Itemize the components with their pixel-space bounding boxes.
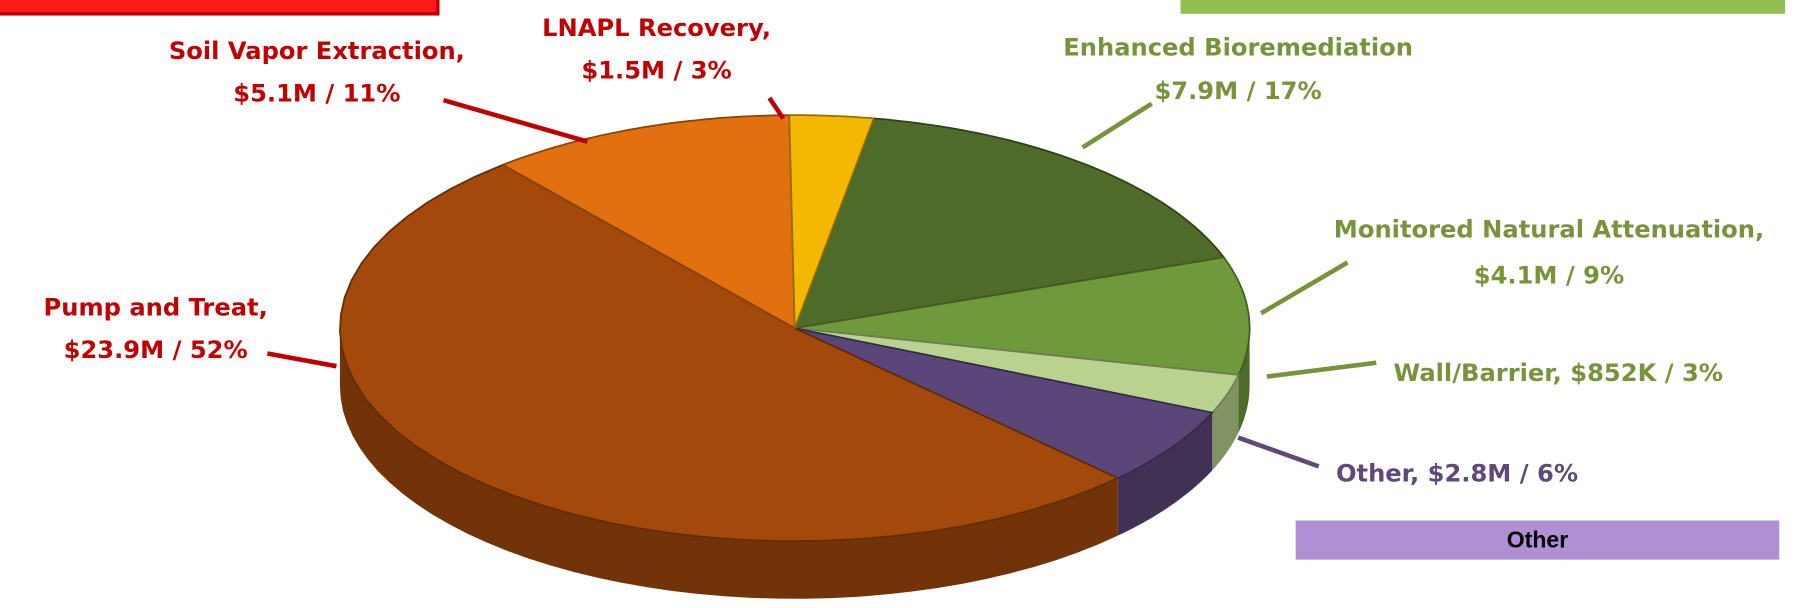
- leader-line: [1081, 101, 1153, 150]
- slice-name: Pump and Treat,: [44, 294, 268, 322]
- slice-label: Wall/Barrier, $852K / 3%: [1394, 359, 1723, 387]
- leader-line: [266, 351, 337, 369]
- slice: [794, 256, 1251, 376]
- slice: [788, 114, 875, 329]
- slice-label: Other, $2.8M / 6%: [1336, 459, 1578, 487]
- slice-value-label: $7.9M / 17%: [1154, 77, 1321, 105]
- slice-side: [1117, 412, 1213, 536]
- slice: [794, 327, 1240, 414]
- slice-name: Wall/Barrier,: [1394, 359, 1562, 387]
- leader-line: [1266, 360, 1377, 379]
- slice-name: Monitored Natural Attenuation,: [1334, 215, 1764, 243]
- slice-value-label: $1.5M / 3%: [581, 56, 731, 84]
- slice: [339, 163, 1120, 543]
- slice-value-label: $5.1M / 11%: [233, 79, 400, 107]
- legend-text: Other: [1507, 526, 1568, 552]
- leader-line: [1237, 435, 1320, 469]
- leader-line: [442, 97, 589, 144]
- slice-name: LNAPL Recovery,: [542, 14, 771, 42]
- slice-side: [1212, 374, 1239, 471]
- slice-name: Other,: [1336, 459, 1419, 487]
- slice: [793, 117, 1226, 330]
- slice-side: [339, 328, 1118, 599]
- leader-line: [767, 96, 786, 120]
- legend-box: [1295, 520, 1780, 560]
- slice-name: Enhanced Bioremediation: [1063, 33, 1413, 61]
- slice: [500, 114, 796, 330]
- header-box: [0, 0, 440, 16]
- leader-line: [1259, 260, 1349, 316]
- slice: [794, 327, 1214, 480]
- slice-name: Soil Vapor Extraction,: [169, 37, 465, 65]
- slice-value-label: $4.1M / 9%: [1474, 261, 1624, 289]
- header-box: [1180, 0, 1786, 14]
- slice-value-label: $23.9M / 52%: [64, 336, 248, 364]
- slice-value-label: $852K / 3%: [1570, 359, 1723, 387]
- slice-value-label: $2.8M / 6%: [1428, 459, 1578, 487]
